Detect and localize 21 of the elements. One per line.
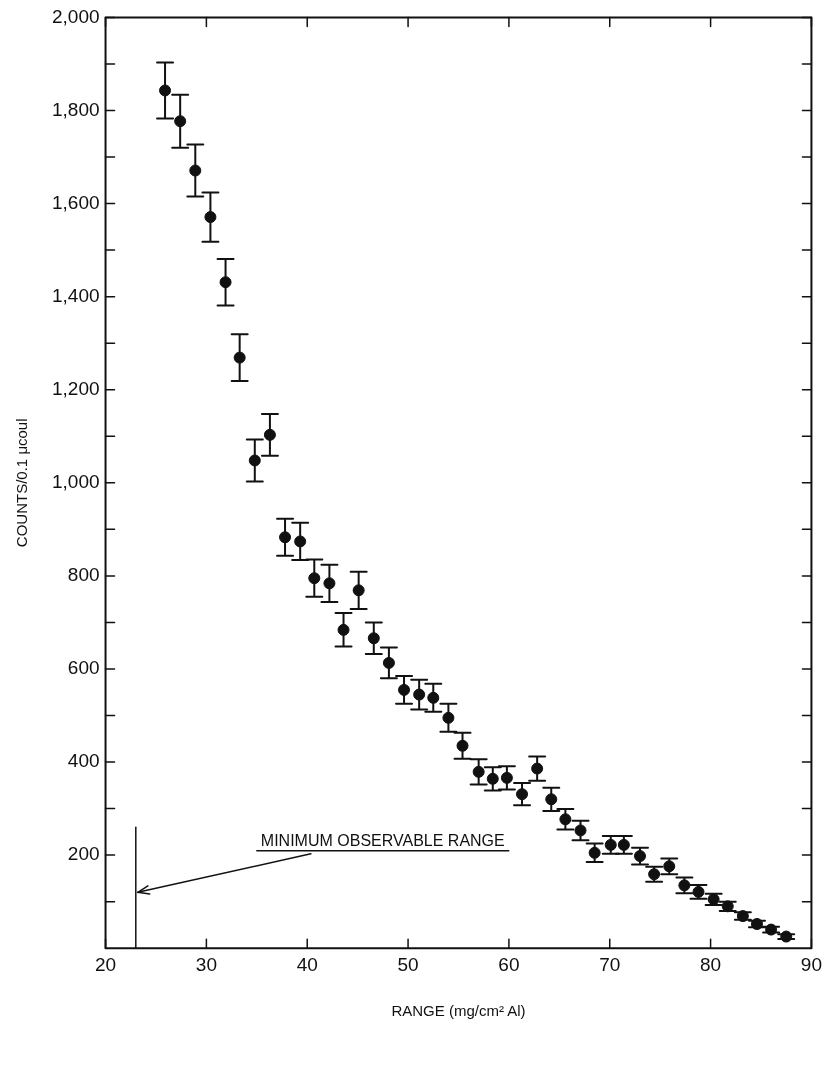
y-tick-label: 1,800 bbox=[52, 98, 100, 120]
y-tick-label: 200 bbox=[67, 843, 100, 865]
y-tick-label: 1,200 bbox=[52, 377, 100, 399]
y-tick-label: 1,000 bbox=[52, 471, 100, 493]
x-tick-label: 60 bbox=[498, 953, 520, 975]
ref-line-label: MINIMUM OBSERVABLE RANGE bbox=[260, 831, 505, 849]
y-tick-label: 600 bbox=[67, 657, 100, 679]
x-axis-title: RANGE (mg/cm² Al) bbox=[391, 1002, 526, 1020]
y-tick-label: 2,000 bbox=[52, 5, 100, 27]
y-tick-label: 400 bbox=[67, 750, 100, 772]
x-tick-label: 40 bbox=[296, 953, 318, 975]
x-tick-label: 50 bbox=[397, 953, 419, 975]
y-tick-label: 1,600 bbox=[52, 191, 100, 213]
x-tick-label: 20 bbox=[94, 953, 117, 975]
x-tick-label: 30 bbox=[195, 953, 217, 975]
x-tick-label: 80 bbox=[700, 953, 722, 975]
x-tick-label: 70 bbox=[599, 953, 621, 975]
x-tick-label: 90 bbox=[800, 953, 822, 975]
y-tick-label: 800 bbox=[67, 564, 100, 586]
y-axis-title: COUNTS/0.1 μcoul bbox=[13, 418, 31, 548]
y-tick-label: 1,400 bbox=[52, 284, 100, 306]
